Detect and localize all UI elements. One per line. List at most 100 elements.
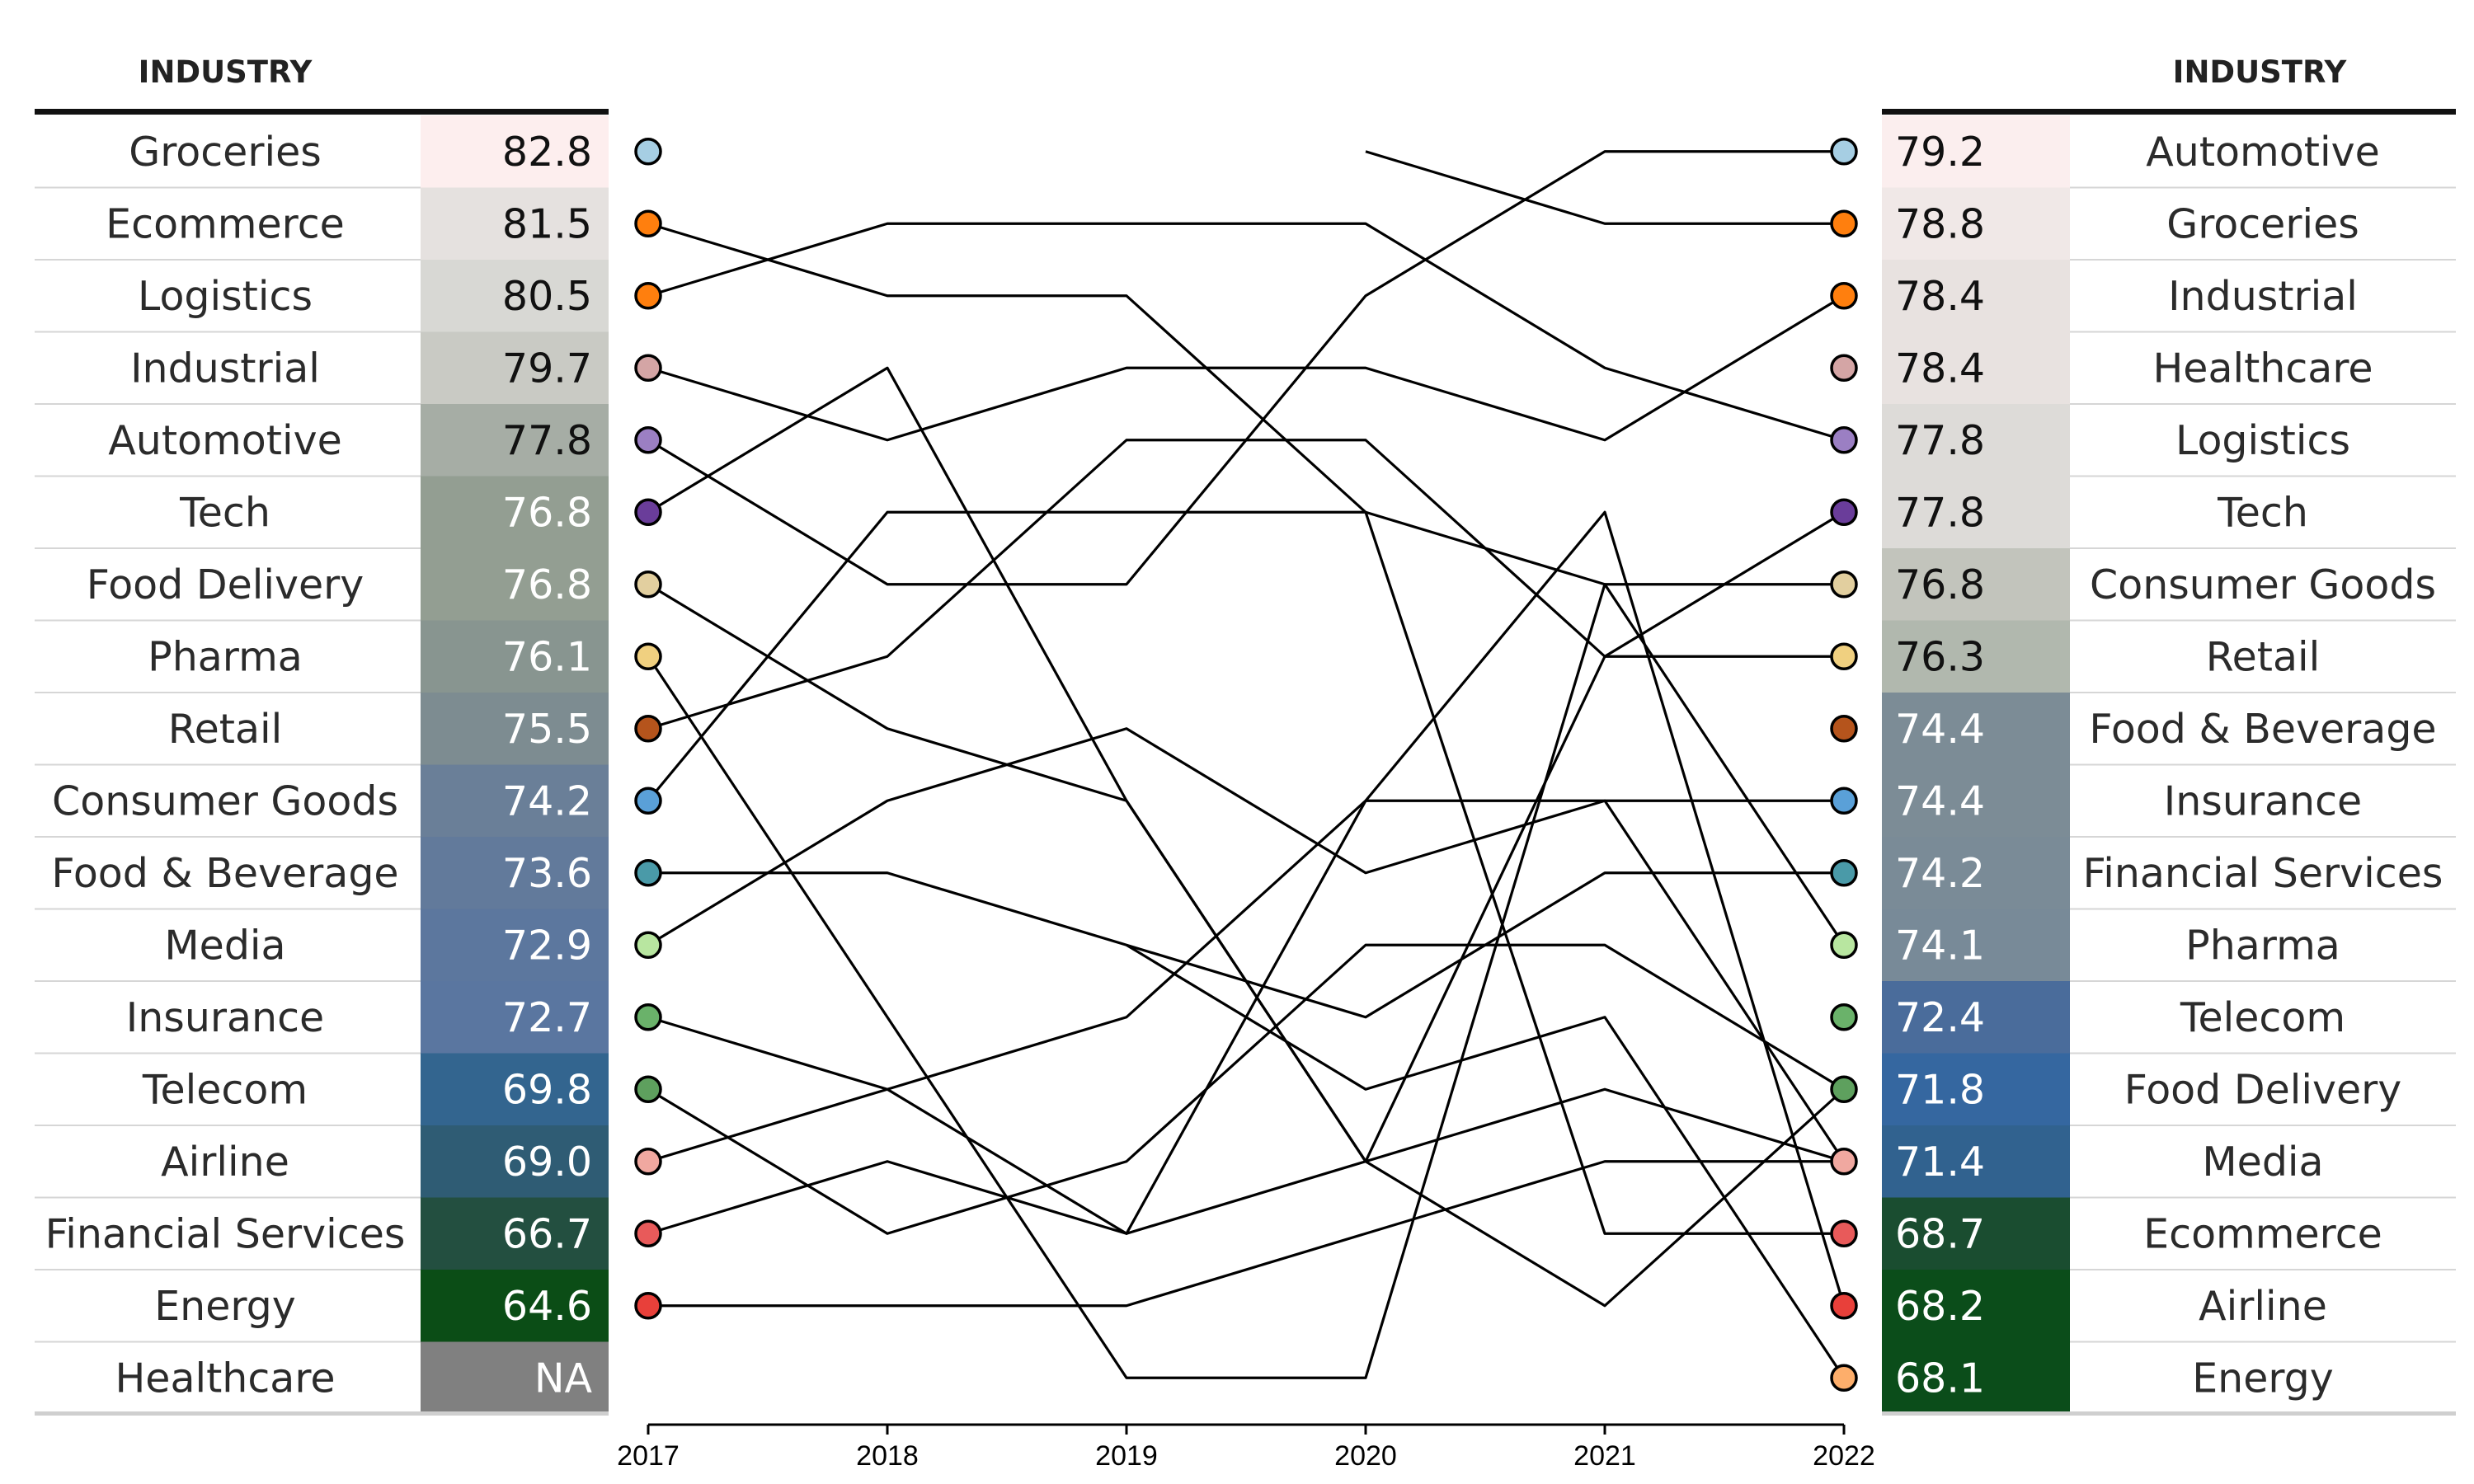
right-industry-label: Financial Services — [2083, 850, 2443, 897]
right-value-label: 74.2 — [1895, 850, 1985, 897]
right-value-cell — [1882, 115, 2070, 188]
right-bottom-rule — [1882, 1411, 2456, 1416]
right-markers — [1830, 138, 1858, 1392]
left-value-cell — [421, 909, 609, 981]
left-industry-label: Industrial — [130, 345, 320, 392]
rank-line — [648, 1160, 1844, 1308]
left-header: INDUSTRY — [139, 54, 313, 90]
right-industry-label: Tech — [2217, 489, 2308, 536]
left-value-label: 77.8 — [502, 417, 592, 464]
right-value-cell — [1882, 1053, 2070, 1125]
right-marker — [1830, 498, 1858, 526]
right-value-label: 71.4 — [1895, 1139, 1985, 1186]
rank-line — [647, 439, 1844, 730]
left-industry-label: Groceries — [129, 129, 322, 176]
rank-lines — [647, 150, 1846, 1379]
rank-line — [1365, 150, 1844, 225]
right-value-cell — [1882, 476, 2070, 548]
right-value-cell — [1882, 1341, 2070, 1414]
left-value-cell — [421, 1270, 609, 1342]
right-marker — [1830, 1003, 1858, 1031]
right-value-label: 77.8 — [1895, 489, 1985, 536]
left-value-label: 76.1 — [502, 633, 592, 680]
right-value-label: 74.4 — [1895, 777, 1985, 824]
x-tick-label: 2017 — [617, 1440, 680, 1472]
left-industry-label: Energy — [154, 1283, 296, 1330]
right-value-label: 68.1 — [1895, 1355, 1985, 1402]
left-value-cell — [421, 548, 609, 621]
rank-line — [647, 727, 1846, 1162]
x-tick-label: 2021 — [1573, 1440, 1636, 1472]
left-marker — [634, 715, 662, 743]
right-industry-label: Energy — [2192, 1355, 2334, 1402]
left-value-label: 76.8 — [502, 489, 592, 536]
left-value-cell — [421, 620, 609, 693]
left-industry-label: Insurance — [126, 994, 324, 1041]
left-value-label: 81.5 — [502, 200, 592, 247]
x-tick-label: 2022 — [1813, 1440, 1875, 1472]
left-value-label: 69.0 — [502, 1139, 592, 1186]
left-value-cell — [421, 1197, 609, 1270]
right-industry-label: Food & Beverage — [2089, 706, 2436, 753]
left-value-label: 80.5 — [502, 273, 592, 320]
right-marker — [1830, 571, 1858, 599]
left-markers — [634, 138, 662, 1320]
right-marker — [1830, 138, 1858, 166]
right-value-cell — [1882, 837, 2070, 909]
right-industry-label: Ecommerce — [2143, 1210, 2382, 1257]
right-industry-label: Healthcare — [2152, 345, 2373, 392]
right-value-cell — [1882, 548, 2070, 621]
left-value-cell — [421, 476, 609, 548]
right-value-cell — [1882, 187, 2070, 260]
right-industry-label: Industrial — [2168, 273, 2358, 320]
rank-line — [647, 1087, 1845, 1235]
left-industry-label: Logistics — [138, 273, 313, 320]
left-marker — [634, 787, 662, 815]
right-industry-label: Retail — [2206, 633, 2320, 680]
left-industry-label: Retail — [168, 706, 282, 753]
left-marker — [634, 1075, 662, 1103]
left-value-label: 69.8 — [502, 1066, 592, 1113]
left-marker — [634, 426, 662, 454]
left-marker — [634, 859, 662, 887]
left-value-cell — [421, 1053, 609, 1125]
right-industry-label: Media — [2202, 1139, 2323, 1186]
rank-line — [647, 222, 1844, 1235]
right-industry-label: Consumer Goods — [2090, 561, 2436, 608]
left-value-label: 74.2 — [502, 777, 592, 824]
left-marker — [634, 1148, 662, 1176]
right-value-cell — [1882, 909, 2070, 981]
left-value-label: 82.8 — [502, 129, 592, 176]
left-value-cell — [421, 981, 609, 1054]
rank-line — [647, 510, 1844, 802]
left-industry-label: Consumer Goods — [52, 777, 398, 824]
right-industry-label: Pharma — [2185, 922, 2340, 969]
right-header-rule — [1882, 109, 2456, 115]
left-value-label: 76.8 — [502, 561, 592, 608]
left-value-cell — [421, 1341, 609, 1414]
right-value-cell — [1882, 693, 2070, 765]
left-marker — [634, 282, 662, 310]
left-marker — [634, 1219, 662, 1247]
left-marker — [634, 354, 662, 382]
left-value-cell — [421, 260, 609, 332]
left-bottom-rule — [35, 1411, 609, 1416]
left-value-cell — [421, 1125, 609, 1198]
right-marker — [1830, 931, 1858, 959]
right-value-label: 76.8 — [1895, 561, 1985, 608]
right-marker — [1830, 1292, 1858, 1320]
right-value-cell — [1882, 620, 2070, 693]
left-value-cell — [421, 404, 609, 477]
left-marker — [634, 138, 662, 166]
right-marker — [1830, 715, 1858, 743]
right-value-cell — [1882, 1197, 2070, 1270]
right-industry-label: Automotive — [2146, 129, 2379, 176]
right-marker — [1830, 859, 1858, 887]
rank-line — [647, 510, 1846, 1307]
left-value-label: 73.6 — [502, 850, 592, 897]
rank-line — [647, 294, 1845, 442]
left-value-cell — [421, 115, 609, 188]
right-value-cell — [1882, 404, 2070, 477]
left-marker — [634, 1292, 662, 1320]
